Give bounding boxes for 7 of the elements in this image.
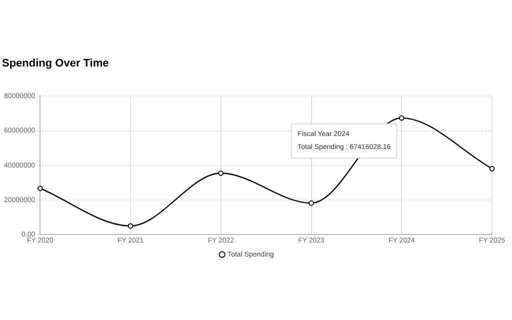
point (128, 223, 134, 229)
point (489, 166, 495, 172)
point (308, 200, 314, 206)
chart-title: Spending Over Time (2, 58, 109, 70)
point (37, 186, 43, 192)
point (218, 170, 224, 176)
point (398, 115, 404, 121)
